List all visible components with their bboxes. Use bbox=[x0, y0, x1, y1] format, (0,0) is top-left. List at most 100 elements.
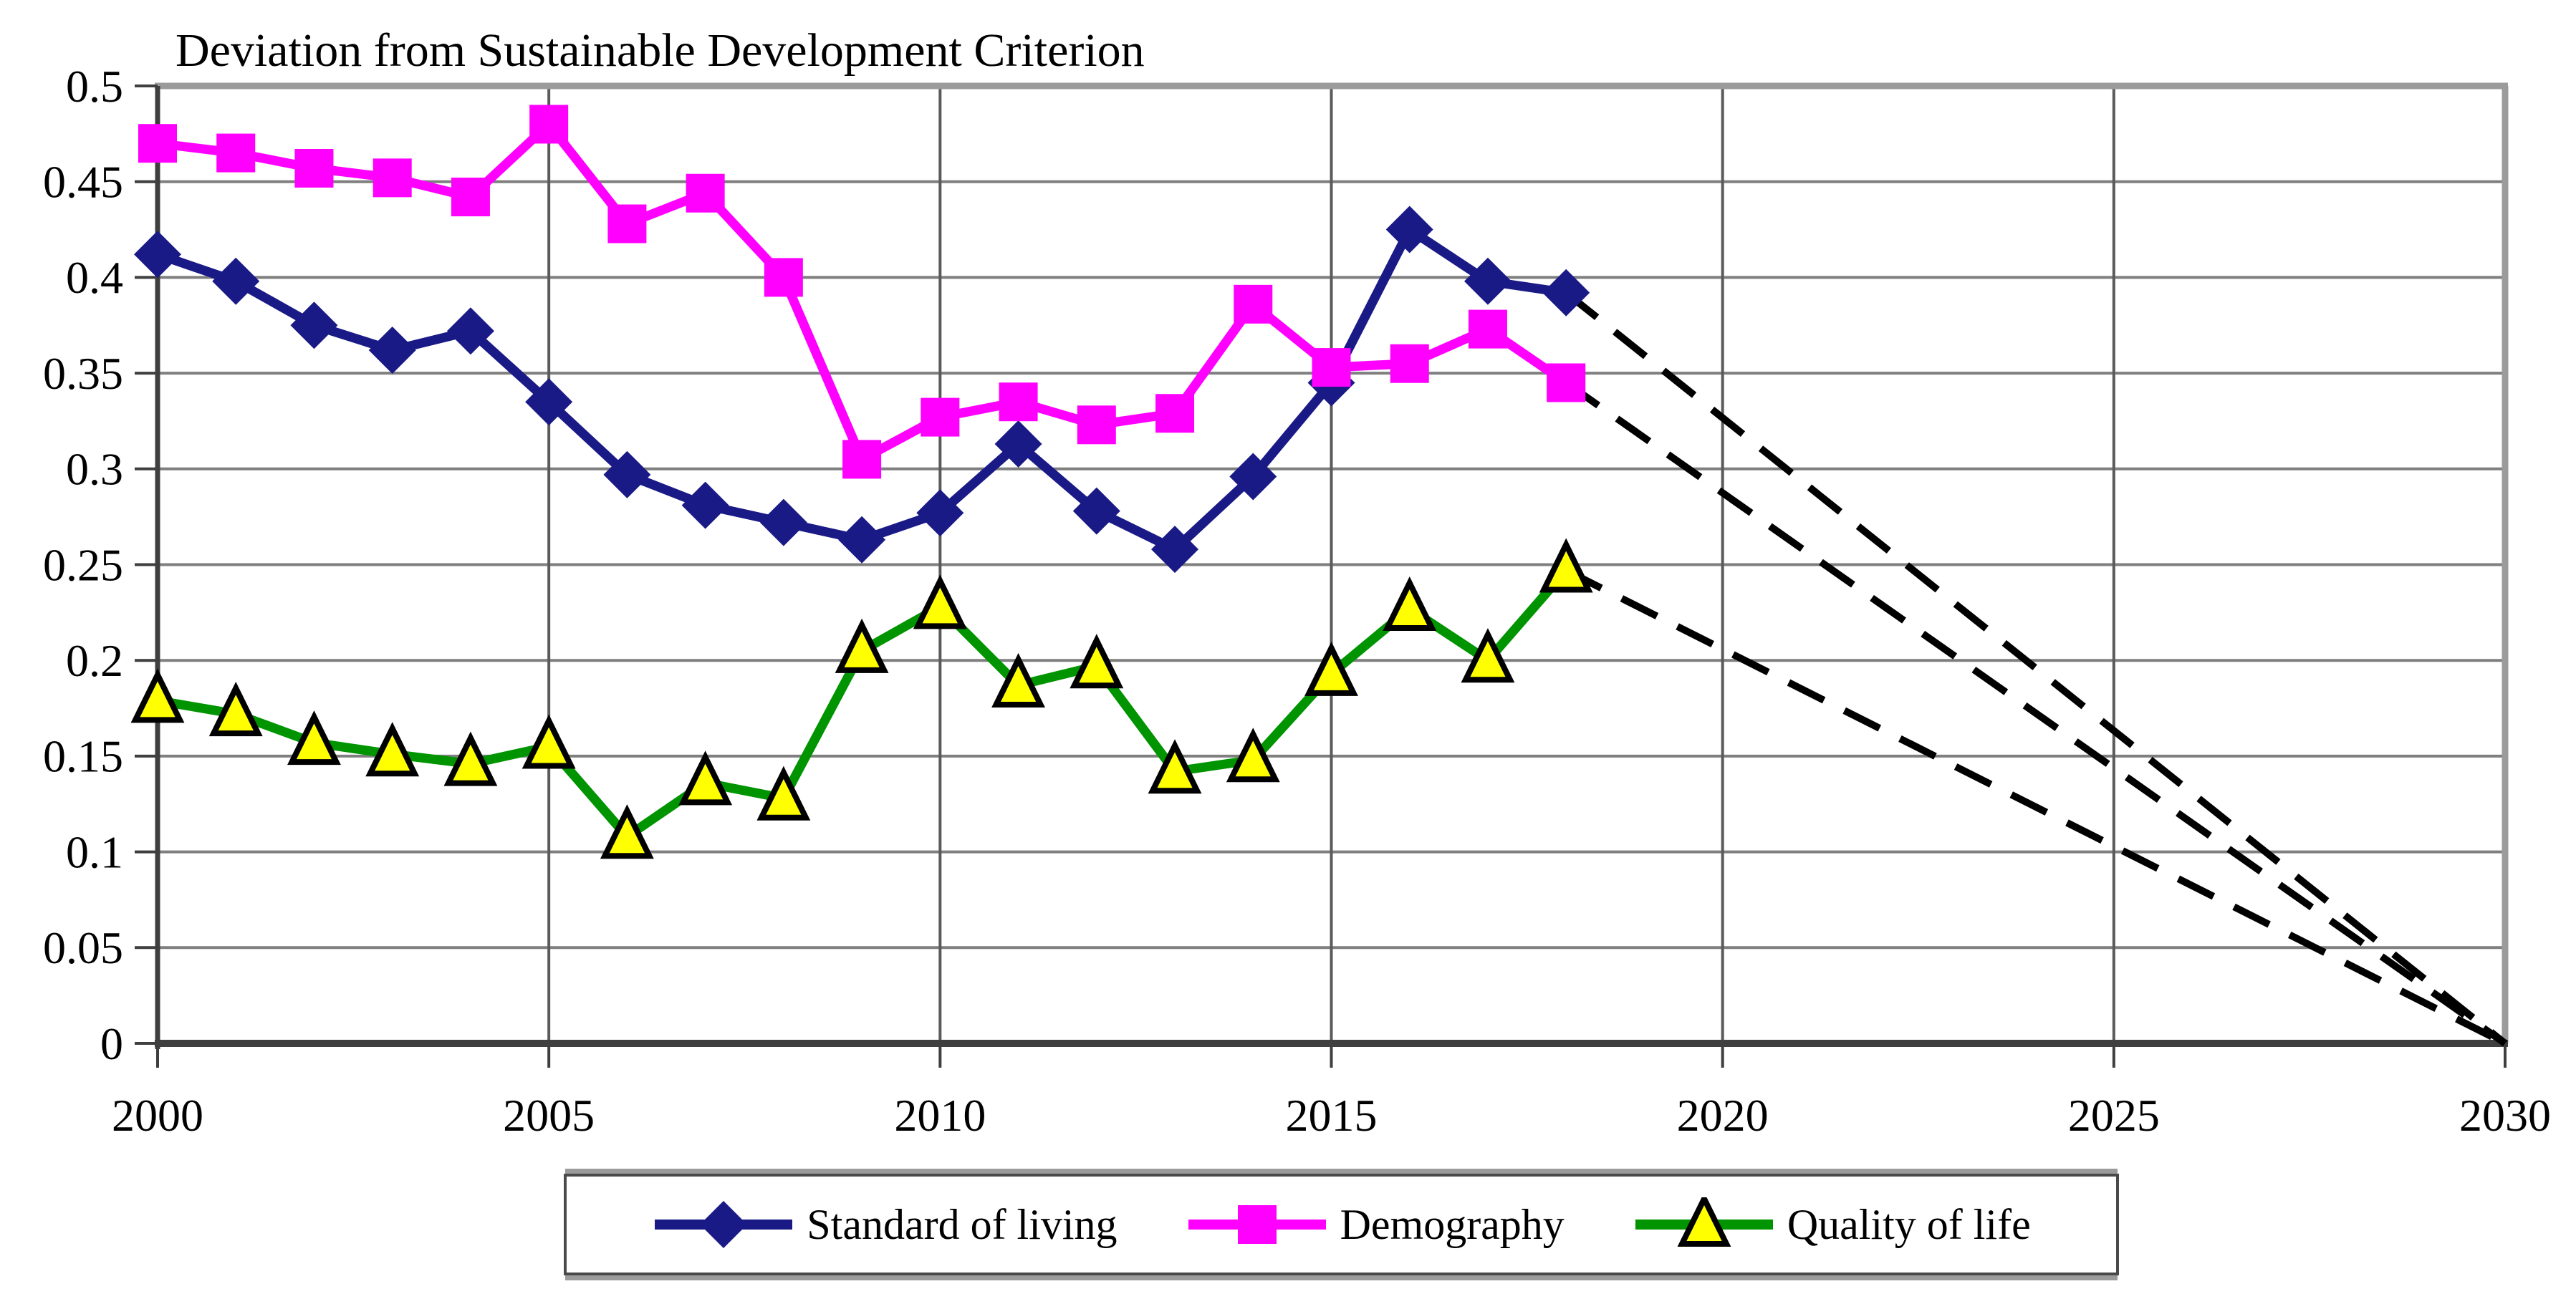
point-quality-of-life-2017 bbox=[1461, 628, 1515, 683]
point-quality-of-life-2003 bbox=[365, 722, 420, 777]
point-standard-of-living-2010 bbox=[916, 489, 964, 537]
point-standard-of-living-2004 bbox=[446, 307, 494, 355]
y-tick-label: 0.05 bbox=[43, 922, 123, 973]
projection-quality-of-life bbox=[1564, 567, 2507, 1047]
point-quality-of-life-2010 bbox=[913, 574, 967, 629]
point-quality-of-life-2000 bbox=[130, 668, 185, 723]
point-demography-2018 bbox=[1547, 363, 1586, 402]
point-standard-of-living-2000 bbox=[134, 231, 181, 279]
y-tick-label: 0.5 bbox=[66, 61, 123, 112]
point-quality-of-life-2004 bbox=[443, 731, 498, 786]
point-quality-of-life-2007 bbox=[678, 750, 733, 806]
point-demography-2009 bbox=[842, 440, 882, 479]
projection-layer bbox=[1564, 289, 2508, 1047]
point-quality-of-life-2013 bbox=[1148, 739, 1202, 794]
point-standard-of-living-2017 bbox=[1464, 257, 1512, 305]
x-tick-label: 2020 bbox=[1677, 1090, 1769, 1141]
point-demography-2010 bbox=[921, 397, 960, 437]
x-tick-label: 2005 bbox=[503, 1090, 595, 1141]
point-demography-2003 bbox=[373, 158, 412, 198]
projection-standard-of-living bbox=[1564, 289, 2508, 1046]
y-tick-label: 0.3 bbox=[66, 444, 123, 495]
point-demography-2004 bbox=[451, 178, 490, 217]
point-demography-2017 bbox=[1468, 309, 1507, 349]
grid-layer bbox=[156, 84, 2507, 1045]
legend-item-quality-of-life: Quality of life bbox=[1633, 1197, 2031, 1252]
point-demography-2005 bbox=[529, 105, 569, 144]
tick-layer bbox=[135, 84, 2507, 1068]
point-standard-of-living-2006 bbox=[603, 450, 651, 498]
legend-marker-diamond-icon bbox=[655, 1201, 793, 1248]
y-tick-label: 0.2 bbox=[66, 635, 123, 686]
legend-label: Quality of life bbox=[1787, 1200, 2031, 1248]
legend-label: Standard of living bbox=[807, 1200, 1118, 1248]
point-standard-of-living-2007 bbox=[681, 481, 729, 529]
y-tick-label: 0.35 bbox=[43, 348, 123, 399]
point-demography-2014 bbox=[1234, 284, 1273, 324]
x-tick-label: 2030 bbox=[2459, 1090, 2551, 1141]
x-tick-label: 2015 bbox=[1286, 1090, 1378, 1141]
point-demography-2012 bbox=[1077, 405, 1116, 445]
point-demography-2006 bbox=[607, 204, 647, 243]
point-quality-of-life-2009 bbox=[835, 618, 889, 673]
legend-marker-triangle-icon bbox=[1635, 1197, 1773, 1247]
projection-demography bbox=[1564, 380, 2507, 1047]
point-standard-of-living-2016 bbox=[1385, 206, 1433, 253]
legend-item-standard-of-living: Standard of living bbox=[652, 1197, 1118, 1252]
point-demography-2002 bbox=[294, 148, 334, 188]
y-tick-label: 0.4 bbox=[66, 252, 123, 303]
point-quality-of-life-2012 bbox=[1070, 634, 1124, 689]
y-tick-label: 0 bbox=[100, 1018, 123, 1069]
legend-marker bbox=[700, 1201, 748, 1248]
series-demography bbox=[138, 105, 1586, 479]
x-tick-label: 2025 bbox=[2068, 1090, 2160, 1141]
point-quality-of-life-2011 bbox=[991, 652, 1045, 708]
point-standard-of-living-2014 bbox=[1229, 453, 1277, 501]
point-quality-of-life-2014 bbox=[1226, 728, 1280, 783]
y-tick-label: 0.45 bbox=[43, 156, 123, 207]
point-standard-of-living-2003 bbox=[368, 327, 416, 375]
label-layer: 0 0.05 0.1 0.15 0.2 0.25 0.3 0.35 0.4 0.45 0.5 2000… bbox=[43, 61, 2551, 1141]
point-demography-2015 bbox=[1312, 348, 1351, 387]
series-line-demography bbox=[153, 119, 1571, 464]
point-quality-of-life-2015 bbox=[1304, 641, 1358, 696]
legend-label: Demography bbox=[1340, 1200, 1565, 1248]
legend-marker-square-icon bbox=[1188, 1205, 1326, 1244]
point-standard-of-living-2011 bbox=[994, 420, 1042, 468]
point-demography-2007 bbox=[686, 173, 725, 213]
series-line-quality-of-life bbox=[153, 566, 1571, 841]
x-tick-label: 2000 bbox=[112, 1090, 203, 1141]
point-quality-of-life-2001 bbox=[208, 682, 263, 737]
legend-item-demography: Demography bbox=[1186, 1197, 1565, 1252]
x-tick-label: 2010 bbox=[894, 1090, 986, 1141]
point-demography-2011 bbox=[999, 382, 1038, 422]
point-demography-2008 bbox=[764, 258, 803, 297]
point-quality-of-life-2005 bbox=[522, 714, 576, 769]
point-standard-of-living-2009 bbox=[838, 516, 886, 564]
y-tick-label: 0.25 bbox=[43, 539, 123, 590]
point-standard-of-living-2008 bbox=[759, 498, 807, 546]
point-standard-of-living-2013 bbox=[1151, 526, 1199, 574]
point-quality-of-life-2006 bbox=[600, 804, 654, 859]
point-standard-of-living-2005 bbox=[525, 378, 573, 426]
legend-marker bbox=[1677, 1197, 1731, 1247]
point-standard-of-living-2001 bbox=[212, 257, 260, 305]
legend-marker bbox=[1237, 1205, 1277, 1244]
point-demography-2016 bbox=[1390, 344, 1429, 383]
point-demography-2013 bbox=[1155, 394, 1195, 433]
point-standard-of-living-2002 bbox=[290, 301, 338, 349]
series-layer bbox=[130, 105, 1593, 859]
series-quality-of-life bbox=[130, 538, 1593, 859]
point-quality-of-life-2008 bbox=[756, 766, 811, 821]
point-demography-2001 bbox=[216, 133, 256, 173]
y-tick-label: 0.1 bbox=[66, 826, 123, 877]
series-standard-of-living bbox=[134, 206, 1590, 574]
point-quality-of-life-2018 bbox=[1539, 538, 1593, 593]
chart-title: Deviation from Sustainable Development C… bbox=[176, 24, 1145, 77]
point-demography-2000 bbox=[138, 124, 177, 163]
y-tick-label: 0.15 bbox=[43, 731, 123, 782]
point-standard-of-living-2018 bbox=[1542, 269, 1590, 317]
point-quality-of-life-2002 bbox=[287, 710, 341, 766]
point-quality-of-life-2016 bbox=[1383, 576, 1437, 632]
